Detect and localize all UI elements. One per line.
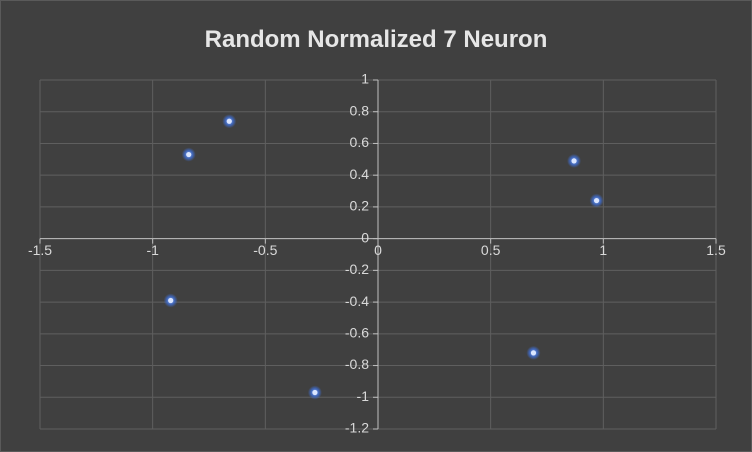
data-points [163,114,604,400]
data-point [526,345,541,360]
y-tick-label: -0.4 [345,293,369,309]
y-tick-label: -0.8 [345,356,369,372]
x-tick-label: 1.5 [706,242,726,258]
y-tick-label: 1 [361,71,369,87]
x-tick-label: 0 [374,242,382,258]
data-point [567,153,582,168]
x-tick-label: 1 [599,242,607,258]
y-tick-label: 0.2 [350,198,370,214]
x-tick-label: 0.5 [481,242,501,258]
y-tick-label: -1.2 [345,420,369,436]
y-tick-label: 0.4 [350,166,370,182]
y-tick-label: 0.8 [350,102,370,118]
y-tick-label: 0 [361,229,369,245]
data-point [181,147,196,162]
chart-title: Random Normalized 7 Neuron [205,26,548,53]
data-point [307,385,322,400]
data-point [222,114,237,129]
data-point [589,193,604,208]
tick-labels: -1.5 -1 -0.5 0 0.5 1 1.5 -1.2 -1 -0.8 -0.6 -0.4 -0.2… [28,71,726,436]
x-tick-label: -1 [146,242,159,258]
y-tick-label: 0.6 [350,134,370,150]
y-tick-label: -0.2 [345,261,369,277]
x-tick-label: -0.5 [253,242,277,258]
axes [39,79,717,430]
data-point [163,293,178,308]
y-tick-label: -1 [357,388,370,404]
y-tick-label: -0.6 [345,325,369,341]
x-tick-label: -1.5 [28,242,52,258]
